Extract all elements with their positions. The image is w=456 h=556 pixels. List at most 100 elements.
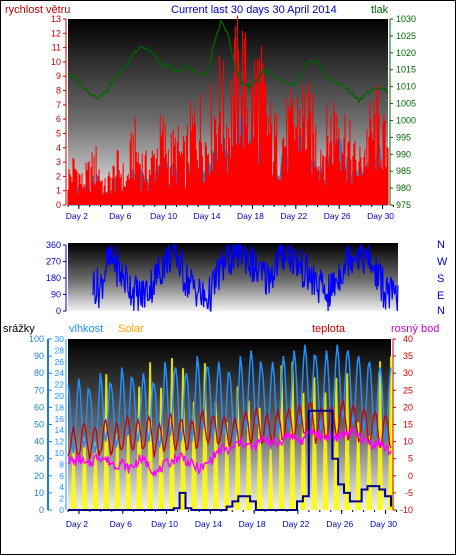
wind-y-tick-label: 3 [56,157,61,167]
humidity-axis-title: vlhkost [69,323,103,335]
direction-line [92,244,399,312]
temperature-y-tick-label: 35 [403,351,413,361]
pressure-y-tick-label: 990 [396,149,411,159]
direction-series [92,244,399,312]
humidity-y-tick-label: 22 [55,380,65,390]
rain-y-tick-label: 70 [34,385,44,395]
pressure-y-tick-label: 1010 [396,82,416,92]
humidity-y-tick-label: 26 [55,357,65,367]
humidity-y-tick-label: 28 [55,345,65,355]
direction-y-tick-label: 0 [56,306,61,316]
pressure-line [67,19,389,104]
temp-x-tick-label: Day 2 [66,519,88,529]
temperature-y-tick-label: 40 [403,334,413,344]
wind-y-tick-label: 5 [56,128,61,138]
rain-y-tick-label: 60 [34,402,44,412]
compass-label: E [437,290,444,302]
humidity-y-tick-label: 16 [55,414,65,424]
temp-x-tick-label: Day 22 [282,519,309,529]
wind-x-tick-label: Day 6 [109,211,131,221]
pressure-y-tick-label: 995 [396,132,411,142]
wind-series [67,15,389,205]
solar-axis-title: Solar [118,323,144,335]
pressure-y-tick-label: 975 [396,200,411,210]
chart-title: Current last 30 days 30 April 2014 [171,4,337,16]
wind-y-tick-label: 4 [56,143,61,153]
humidity-y-tick-label: 18 [55,402,65,412]
wind-x-tick-label: Day 26 [324,211,351,221]
temperature-y-tick-label: 10 [403,437,413,447]
rain-y-tick-label: 100 [29,334,44,344]
wind-y-tick-label: 10 [51,57,61,67]
rain-y-tick-label: 10 [34,488,44,498]
humidity-y-tick-label: 2 [59,494,64,504]
wind-x-tick-label: Day 14 [194,211,221,221]
pressure-y-tick-label: 1000 [396,115,416,125]
wind-panel-axes: 0123456789101112139759809859909951000100… [51,14,416,221]
rain-y-tick-label: 30 [34,454,44,464]
wind-x-tick-label: Day 22 [280,211,307,221]
humidity-line [67,344,392,454]
direction-y-tick-label: 90 [51,290,61,300]
humidity-series [67,344,392,454]
temperature-y-tick-label: 30 [403,368,413,378]
compass-label: N [437,305,445,317]
wind-x-tick-label: Day 2 [66,211,88,221]
temp-x-tick-label: Day 18 [239,519,266,529]
wind-x-tick-label: Day 10 [150,211,177,221]
temp-x-tick-label: Day 26 [326,519,353,529]
rain-line [68,409,392,511]
wind-y-tick-label: 1 [56,186,61,196]
direction-y-tick-label: 360 [46,240,61,250]
pressure-y-tick-label: 1030 [396,14,416,24]
compass-label: N [437,239,445,251]
humidity-y-tick-label: 20 [55,391,65,401]
temperature-y-tick-label: 15 [403,420,413,430]
humidity-y-tick-label: 10 [55,448,65,458]
rain-y-tick-label: 90 [34,351,44,361]
temp-x-tick-label: Day 6 [110,519,132,529]
wind-x-tick-label: Day 18 [237,211,264,221]
humidity-y-tick-label: 4 [59,482,64,492]
pressure-y-tick-label: 1025 [396,31,416,41]
rain-y-tick-label: 0 [39,505,44,515]
temperature-y-tick-label: 5 [408,454,413,464]
temp-x-tick-label: Day 10 [151,519,178,529]
dewpoint-line [67,426,392,478]
rain-series [68,409,392,511]
pressure-y-tick-label: 1005 [396,99,416,109]
compass-label: W [437,256,448,268]
temperature-y-tick-label: -5 [405,488,413,498]
temperature-y-tick-label: 0 [408,471,413,481]
direction-y-tick-label: 270 [46,257,61,267]
temp-x-tick-label: Day 14 [195,519,222,529]
temperature-y-tick-label: 20 [403,402,413,412]
rain-y-tick-label: 50 [34,420,44,430]
pressure-y-tick-label: 1020 [396,48,416,58]
wind-y-tick-label: 6 [56,114,61,124]
wind-y-tick-label: 12 [51,28,61,38]
humidity-y-tick-label: 24 [55,368,65,378]
pressure-y-tick-label: 985 [396,166,411,176]
humidity-y-tick-label: 12 [55,437,65,447]
direction-y-tick-label: 180 [46,273,61,283]
humidity-y-tick-label: 8 [59,459,64,469]
dewpoint-axis-title: rosný bod [391,323,439,335]
humidity-y-tick-label: 30 [55,334,65,344]
wind-y-tick-label: 2 [56,171,61,181]
temp-x-tick-label: Day 30 [370,519,397,529]
wind-y-tick-label: 0 [56,200,61,210]
humidity-y-tick-label: 6 [59,471,64,481]
pressure-series [67,19,389,104]
dewpoint-series [67,426,392,478]
temperature-y-tick-label: 25 [403,385,413,395]
wind-axis-title: rychlost větru [5,4,70,16]
temp-panel-axes: 0102030405060708090100024681012141618202… [29,334,413,529]
rain-y-tick-label: 20 [34,471,44,481]
wind-y-tick-label: 13 [51,14,61,24]
humidity-y-tick-label: 0 [59,505,64,515]
wind-x-tick-label: Day 30 [367,211,394,221]
temperature-axis-title: teplota [312,323,346,335]
